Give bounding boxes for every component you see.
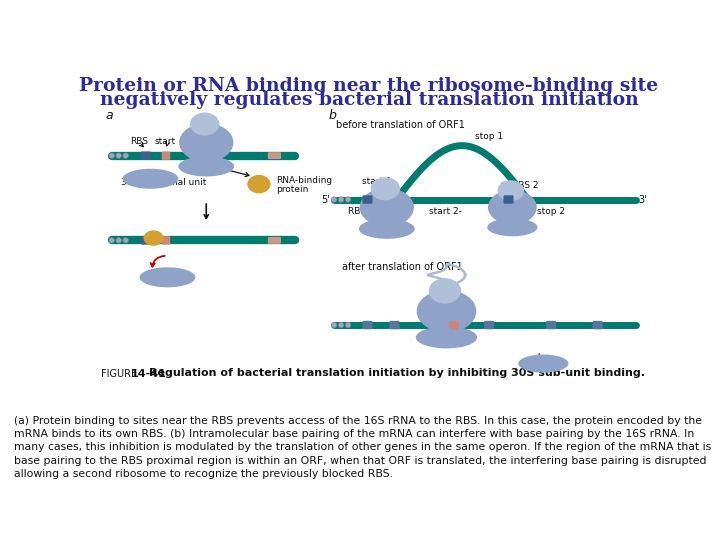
Text: stop 1: stop 1 (475, 132, 503, 141)
Text: 5': 5' (320, 194, 330, 205)
FancyBboxPatch shape (449, 321, 459, 329)
Ellipse shape (488, 190, 537, 225)
FancyBboxPatch shape (362, 195, 372, 204)
Circle shape (123, 153, 128, 158)
Ellipse shape (498, 180, 524, 201)
Text: b: b (329, 109, 336, 122)
Ellipse shape (122, 168, 179, 189)
Text: RBS: RBS (130, 137, 148, 146)
Ellipse shape (140, 267, 195, 287)
Ellipse shape (190, 112, 220, 136)
Text: after translation of ORF1: after translation of ORF1 (342, 261, 463, 272)
Ellipse shape (518, 355, 569, 373)
FancyBboxPatch shape (268, 152, 281, 159)
Circle shape (346, 322, 351, 328)
Ellipse shape (179, 157, 234, 177)
Text: 3': 3' (639, 194, 647, 205)
FancyBboxPatch shape (546, 321, 556, 329)
Ellipse shape (487, 218, 538, 237)
Text: 30S ribosomal unit: 30S ribosomal unit (121, 178, 207, 187)
Circle shape (109, 153, 114, 158)
Circle shape (109, 238, 114, 243)
FancyBboxPatch shape (593, 321, 603, 329)
Text: Regulation of bacterial translation initiation by inhibiting 30S sub-unit bindin: Regulation of bacterial translation init… (149, 368, 645, 378)
Text: start: start (155, 137, 176, 146)
Circle shape (331, 322, 337, 328)
Text: FIGURE: FIGURE (101, 369, 137, 379)
Ellipse shape (143, 231, 163, 246)
Ellipse shape (416, 326, 477, 348)
Text: start 2-: start 2- (429, 207, 462, 215)
FancyBboxPatch shape (268, 237, 281, 244)
Text: RBS 2: RBS 2 (513, 181, 539, 190)
FancyBboxPatch shape (362, 321, 372, 329)
Ellipse shape (417, 290, 477, 333)
Text: 14-41: 14-41 (130, 369, 166, 379)
Circle shape (346, 197, 351, 202)
Text: stop 2: stop 2 (537, 207, 565, 215)
FancyBboxPatch shape (484, 321, 494, 329)
Circle shape (116, 238, 122, 243)
Text: start 1: start 1 (362, 177, 392, 186)
Text: protein: protein (276, 185, 308, 194)
Ellipse shape (359, 219, 415, 239)
FancyBboxPatch shape (162, 151, 170, 160)
Text: RNA-binding: RNA-binding (276, 176, 332, 185)
Circle shape (331, 197, 337, 202)
Ellipse shape (179, 123, 233, 162)
Circle shape (116, 153, 122, 158)
Text: (a) Protein binding to sites near the RBS prevents access of the 16S rRNA to the: (a) Protein binding to sites near the RB… (14, 416, 711, 479)
Circle shape (123, 238, 128, 243)
FancyBboxPatch shape (141, 151, 150, 160)
Ellipse shape (360, 188, 414, 226)
Text: negatively regulates bacterial translation initiation: negatively regulates bacterial translati… (99, 91, 639, 109)
Circle shape (338, 322, 344, 328)
Circle shape (338, 197, 344, 202)
FancyBboxPatch shape (390, 321, 400, 329)
FancyBboxPatch shape (141, 236, 150, 245)
Text: a: a (106, 109, 113, 122)
Ellipse shape (428, 278, 461, 303)
Text: RBS 1: RBS 1 (348, 207, 374, 215)
FancyBboxPatch shape (503, 195, 513, 204)
Ellipse shape (371, 177, 400, 200)
FancyBboxPatch shape (162, 236, 170, 245)
Text: Protein or RNA binding near the ribosome-binding site: Protein or RNA binding near the ribosome… (79, 77, 659, 95)
Ellipse shape (248, 175, 271, 193)
Text: before translation of ORF1: before translation of ORF1 (336, 120, 465, 130)
